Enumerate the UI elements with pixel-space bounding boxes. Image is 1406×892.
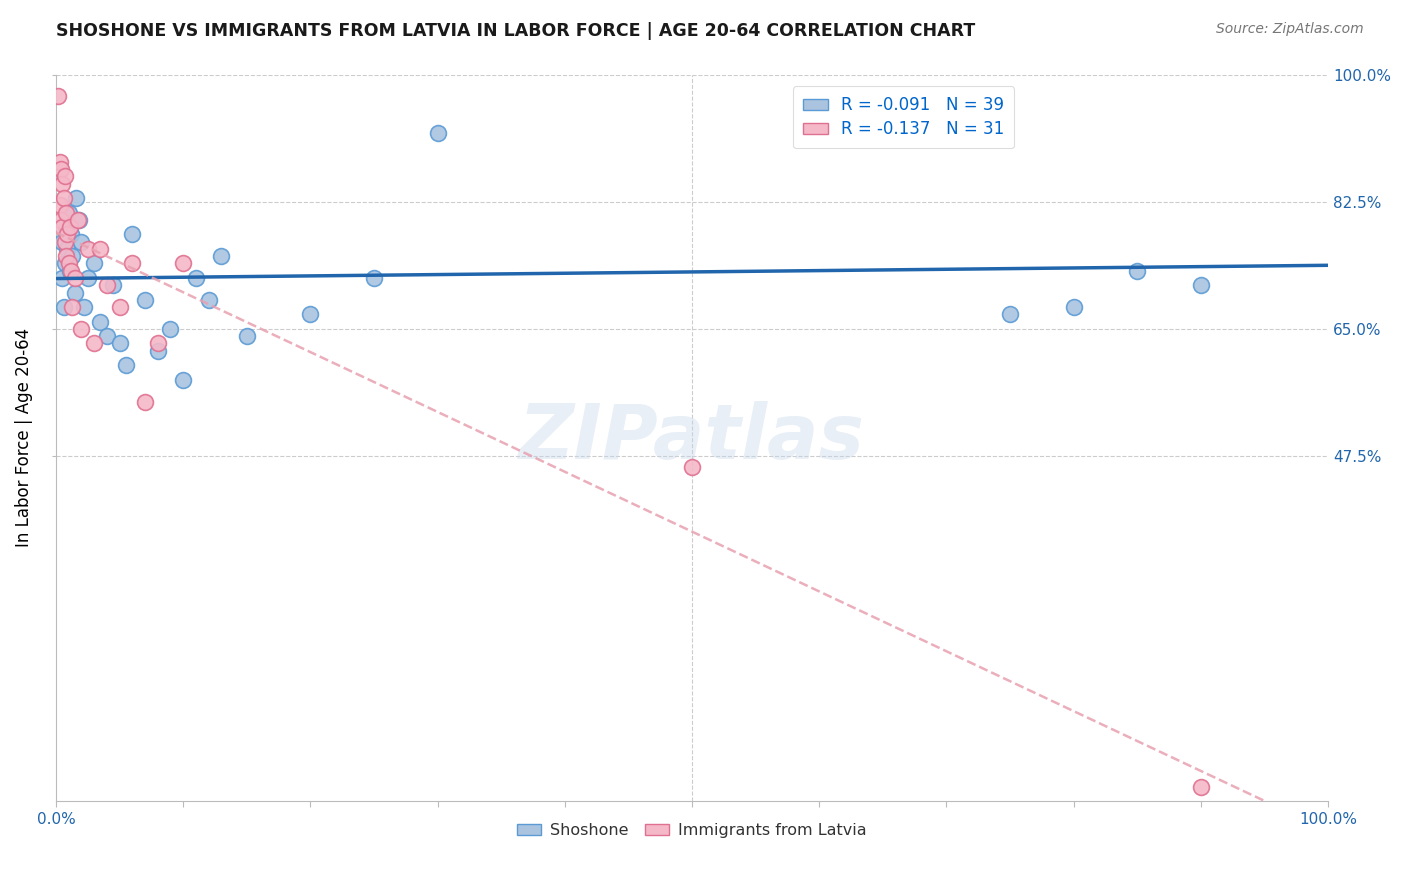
Point — [76, 242, 98, 256]
Point — [108, 336, 131, 351]
Point — [146, 343, 169, 358]
Point — [59, 264, 82, 278]
Point — [83, 336, 105, 351]
Point — [51, 271, 73, 285]
Point — [49, 212, 72, 227]
Point — [115, 358, 138, 372]
Point — [1126, 264, 1149, 278]
Point — [83, 256, 105, 270]
Point — [58, 256, 80, 270]
Point — [63, 271, 86, 285]
Legend: Shoshone, Immigrants from Latvia: Shoshone, Immigrants from Latvia — [510, 816, 873, 844]
Y-axis label: In Labor Force | Age 20-64: In Labor Force | Age 20-64 — [15, 328, 32, 548]
Point — [1189, 780, 1212, 794]
Point — [60, 227, 83, 242]
Point — [70, 235, 93, 249]
Point — [197, 293, 219, 307]
Point — [681, 459, 703, 474]
Point — [59, 220, 82, 235]
Text: SHOSHONE VS IMMIGRANTS FROM LATVIA IN LABOR FORCE | AGE 20-64 CORRELATION CHART: SHOSHONE VS IMMIGRANTS FROM LATVIA IN LA… — [56, 22, 976, 40]
Point — [51, 220, 73, 235]
Point — [299, 307, 322, 321]
Point — [48, 89, 70, 103]
Point — [73, 300, 96, 314]
Point — [70, 322, 93, 336]
Point — [998, 307, 1021, 321]
Point — [48, 154, 70, 169]
Point — [58, 205, 80, 219]
Point — [62, 249, 84, 263]
Text: ZIPatlas: ZIPatlas — [519, 401, 865, 475]
Point — [209, 249, 232, 263]
Point — [89, 242, 111, 256]
Text: Source: ZipAtlas.com: Source: ZipAtlas.com — [1216, 22, 1364, 37]
Point — [52, 191, 75, 205]
Point — [76, 271, 98, 285]
Point — [808, 119, 831, 133]
Point — [66, 212, 89, 227]
Point — [121, 256, 143, 270]
Point — [134, 293, 156, 307]
Point — [172, 256, 194, 270]
Point — [56, 242, 79, 256]
Point — [426, 126, 449, 140]
Point — [121, 227, 143, 242]
Point — [172, 373, 194, 387]
Point — [96, 329, 118, 343]
Point — [55, 249, 77, 263]
Point — [108, 300, 131, 314]
Point — [1063, 300, 1085, 314]
Point — [101, 278, 124, 293]
Point — [53, 235, 76, 249]
Point — [60, 264, 83, 278]
Point — [134, 394, 156, 409]
Point — [363, 271, 385, 285]
Point — [51, 235, 73, 249]
Point — [146, 336, 169, 351]
Point — [55, 205, 77, 219]
Point — [48, 198, 70, 212]
Point — [55, 220, 77, 235]
Point — [67, 212, 90, 227]
Point — [53, 256, 76, 270]
Point — [51, 177, 73, 191]
Point — [49, 161, 72, 176]
Point — [53, 169, 76, 184]
Point — [62, 300, 84, 314]
Point — [96, 278, 118, 293]
Point — [63, 285, 86, 300]
Point — [56, 227, 79, 242]
Point — [184, 271, 207, 285]
Point — [235, 329, 257, 343]
Point — [89, 315, 111, 329]
Point — [159, 322, 181, 336]
Point — [1189, 278, 1212, 293]
Point — [65, 191, 87, 205]
Point — [52, 300, 75, 314]
